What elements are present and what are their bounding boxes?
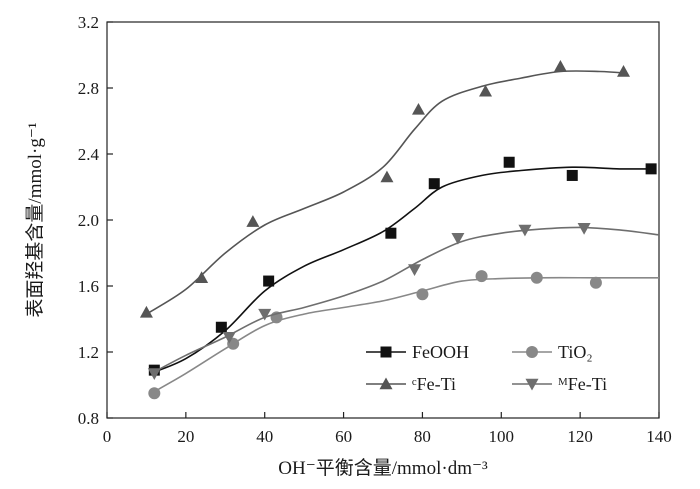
fit-line xyxy=(145,70,628,315)
data-point xyxy=(577,223,591,235)
data-point xyxy=(553,60,567,72)
legend-label: ᶜFe-Ti xyxy=(412,374,456,394)
x-tick-label: 60 xyxy=(335,427,352,446)
data-point xyxy=(475,270,488,283)
data-point xyxy=(215,321,227,333)
x-axis-label: OH⁻平衡含量/mmol·dm⁻³ xyxy=(278,457,488,479)
y-axis: 0.8 1.2 1.6 2.0 2.4 2.8 3.2 xyxy=(78,13,113,428)
series-group xyxy=(147,223,660,380)
x-tick-label: 140 xyxy=(646,427,672,446)
data-point xyxy=(479,84,493,97)
data-point xyxy=(566,169,578,181)
series-layer xyxy=(139,60,660,400)
legend-marker xyxy=(526,346,538,358)
data-point xyxy=(589,276,602,289)
x-tick-label: 20 xyxy=(177,427,194,446)
x-tick-label: 80 xyxy=(414,427,431,446)
legend-item: ᶜFe-Ti xyxy=(366,374,456,394)
y-tick-label: 1.6 xyxy=(78,277,99,296)
data-point xyxy=(246,215,260,227)
data-point xyxy=(222,331,236,344)
data-point xyxy=(263,275,275,287)
data-point xyxy=(411,102,425,115)
x-axis: 0 20 40 60 80 100 120 140 xyxy=(103,412,672,446)
y-tick-label: 1.2 xyxy=(78,343,99,362)
legend-label: TiO₂ xyxy=(558,342,593,362)
data-point xyxy=(428,178,440,190)
legend-item: TiO₂ xyxy=(512,342,593,362)
data-point xyxy=(617,65,631,77)
x-tick-label: 0 xyxy=(103,427,112,446)
x-tick-label: 120 xyxy=(567,427,593,446)
data-point xyxy=(147,368,161,380)
data-point xyxy=(385,227,397,239)
data-point xyxy=(258,308,272,321)
legend-marker xyxy=(379,377,393,390)
x-tick-label: 100 xyxy=(489,427,515,446)
y-tick-label: 2.0 xyxy=(78,211,99,230)
y-tick-label: 0.8 xyxy=(78,409,99,428)
legend-item: ᴹFe-Ti xyxy=(512,374,607,394)
y-axis-label: 表面羟基含量/mmol·g⁻¹ xyxy=(24,122,46,317)
y-tick-label: 3.2 xyxy=(78,13,99,32)
series-group xyxy=(139,60,631,318)
legend-item: FeOOH xyxy=(366,342,469,362)
data-point xyxy=(645,163,657,175)
y-tick-label: 2.8 xyxy=(78,79,99,98)
data-point xyxy=(518,224,532,237)
y-tick-label: 2.4 xyxy=(78,145,100,164)
x-tick-label: 40 xyxy=(256,427,273,446)
legend-label: FeOOH xyxy=(412,342,469,362)
data-point xyxy=(416,288,429,301)
legend-marker xyxy=(525,378,539,391)
data-point xyxy=(530,271,543,284)
data-point xyxy=(451,232,465,245)
fit-line xyxy=(150,166,652,375)
data-point xyxy=(408,264,422,276)
legend-label: ᴹFe-Ti xyxy=(558,374,607,394)
series-group xyxy=(148,270,659,400)
data-point xyxy=(195,271,209,283)
data-point xyxy=(380,170,394,183)
data-point xyxy=(139,305,153,318)
legend: FeOOH TiO₂ ᶜFe-Ti ᴹFe-Ti xyxy=(366,342,607,394)
data-point xyxy=(503,156,515,168)
legend-marker xyxy=(380,346,392,358)
data-point xyxy=(148,387,161,400)
